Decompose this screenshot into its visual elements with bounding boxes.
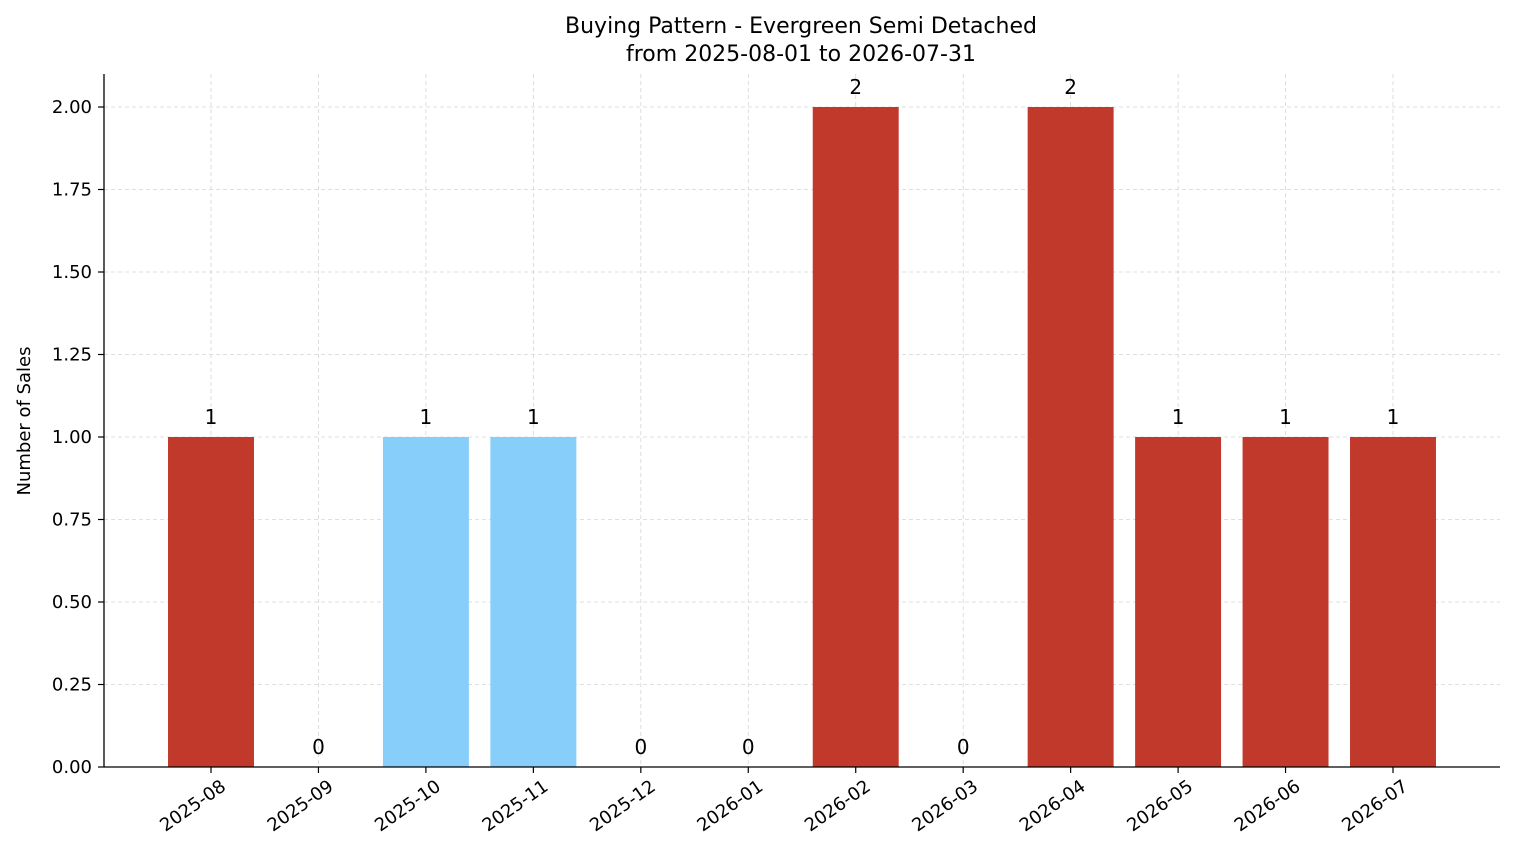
x-tick-label: 2026-01	[693, 776, 767, 836]
y-tick-label: 0.50	[52, 592, 92, 613]
y-tick-label: 0.00	[52, 757, 92, 778]
y-tick-label: 1.25	[52, 345, 92, 366]
bar-2025-10	[382, 437, 469, 767]
y-tick-label: 1.00	[52, 427, 92, 448]
bar-2026-07	[1350, 437, 1436, 767]
data-label: 1	[1387, 405, 1400, 429]
x-tick-label: 2025-11	[479, 776, 553, 836]
chart-subtitle: from 2025-08-01 to 2026-07-31	[626, 42, 976, 67]
x-tick-label: 2026-05	[1123, 776, 1197, 836]
bars	[168, 107, 1436, 767]
y-axis-label: Number of Sales	[14, 346, 35, 495]
x-tick-label: 2025-12	[586, 776, 660, 836]
data-label: 0	[957, 735, 970, 759]
data-label: 1	[420, 405, 433, 429]
data-label: 2	[1064, 75, 1077, 99]
bar-2026-06	[1242, 437, 1329, 767]
data-label: 1	[1172, 405, 1185, 429]
chart-title: Buying Pattern - Evergreen Semi Detached	[565, 14, 1037, 39]
y-tick-label: 1.50	[52, 262, 92, 283]
x-tick-label: 2026-04	[1016, 776, 1090, 836]
data-label: 0	[742, 735, 755, 759]
x-tick-label: 2026-07	[1338, 776, 1412, 836]
x-tick-label: 2026-02	[801, 776, 875, 836]
bar-2026-04	[1027, 107, 1114, 767]
data-label: 0	[634, 735, 647, 759]
y-tick-label: 0.25	[52, 675, 92, 696]
y-tick-label: 0.75	[52, 510, 92, 531]
data-label: 1	[527, 405, 540, 429]
data-label: 0	[312, 735, 325, 759]
data-labels: 1 0 1 1 0 0 2 0 2 1 1 1	[205, 75, 1400, 759]
bar-2025-08	[168, 437, 254, 767]
x-tick-label: 2026-06	[1231, 776, 1305, 836]
x-tick-label: 2025-08	[156, 776, 230, 836]
y-tick-label: 1.75	[52, 180, 92, 201]
x-tick-label: 2025-09	[264, 776, 338, 836]
y-tick-label: 2.00	[52, 97, 92, 118]
x-tick-label: 2026-03	[908, 776, 982, 836]
bar-2025-11	[490, 437, 577, 767]
bar-2026-05	[1135, 437, 1222, 767]
data-label: 1	[205, 405, 218, 429]
x-tick-label: 2025-10	[371, 776, 445, 836]
bar-2026-02	[812, 107, 899, 767]
data-label: 1	[1279, 405, 1292, 429]
data-label: 2	[849, 75, 862, 99]
